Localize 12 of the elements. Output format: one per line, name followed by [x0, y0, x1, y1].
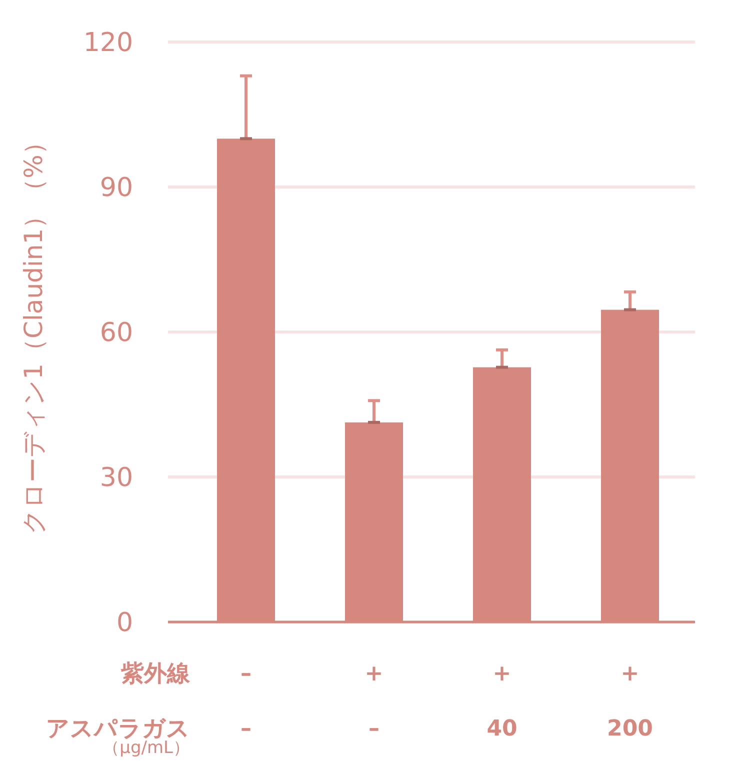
y-tick-label: 30: [100, 463, 133, 494]
category-label: + –: [364, 662, 384, 742]
text: 紫外線: [120, 661, 191, 688]
text: （µg/mL）: [102, 738, 190, 758]
y-axis-title: クローディン1（Claudin1）（%）: [18, 130, 48, 534]
y-tick-label: 120: [83, 28, 133, 58]
category-label: + 200: [607, 662, 653, 742]
y-tick-label: 90: [100, 173, 133, 204]
y-tick-label: 0: [116, 608, 133, 638]
category-label: + 40: [486, 662, 518, 742]
category-label: – –: [240, 662, 252, 742]
y-tick-label: 60: [100, 318, 133, 348]
